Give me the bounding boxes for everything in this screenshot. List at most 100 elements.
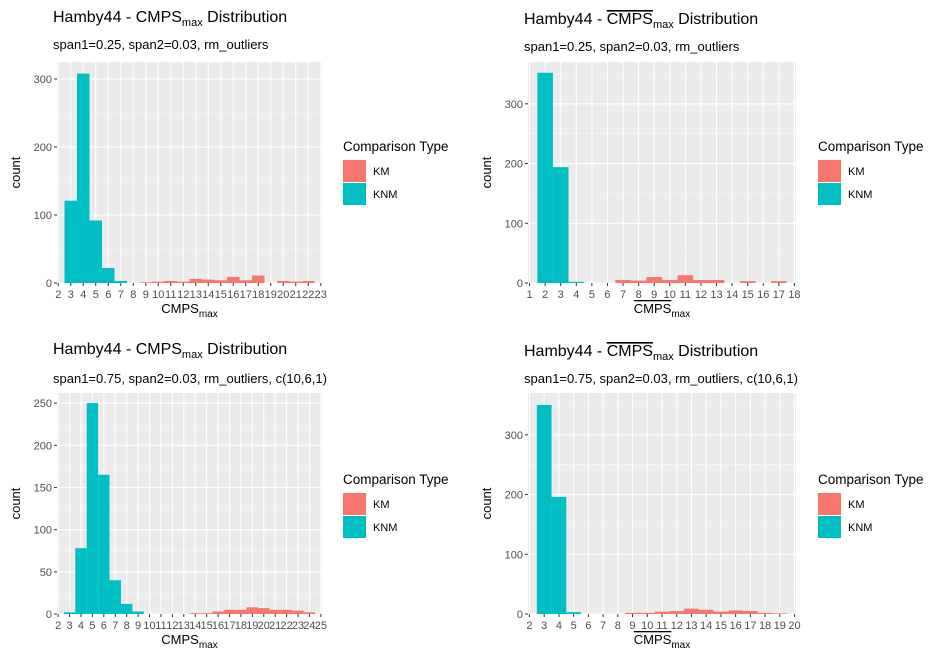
- chart-title: Hamby44 - CMPSmax Distribution: [53, 9, 287, 29]
- x-tick-label: 13: [685, 620, 697, 632]
- bar-km: [289, 281, 302, 283]
- legend-label-knm: KNM: [848, 522, 872, 534]
- x-tick-label: 15: [201, 620, 213, 632]
- bar-km: [189, 613, 201, 614]
- bar-knm: [109, 580, 121, 614]
- x-tick-label: 21: [269, 620, 281, 632]
- bar-km: [757, 612, 773, 614]
- x-tick-label: 8: [636, 289, 642, 301]
- bar-km: [625, 612, 640, 614]
- x-tick-label: 6: [585, 620, 591, 632]
- x-tick-label: 15: [715, 620, 727, 632]
- y-tick-label: 0: [517, 278, 523, 290]
- bar-knm: [86, 403, 99, 614]
- x-tick-label: 9: [629, 620, 635, 632]
- chart-subtitle: span1=0.25, span2=0.03, rm_outliers: [53, 37, 269, 52]
- x-tick-label: 10: [152, 289, 164, 301]
- y-tick-label: 150: [34, 482, 52, 494]
- chart-4: 0 100 200 300 2 3 4 5 6 7 8 9 10 11 12 13 14 15 16 17 18 19 20…: [479, 343, 924, 651]
- x-tick-label: 10: [664, 289, 676, 301]
- bar-km: [246, 607, 259, 614]
- x-tick-label: 16: [212, 620, 224, 632]
- x-tick-label: 12: [695, 289, 707, 301]
- legend-label-km: KM: [848, 166, 865, 178]
- bar-km: [693, 280, 709, 283]
- chart-title: Hamby44 - CMPSmax Distribution: [524, 11, 758, 31]
- x-tick-label: 16: [730, 620, 742, 632]
- legend-title: Comparison Type: [818, 472, 924, 487]
- y-tick-label: 200: [34, 142, 52, 154]
- bar-km: [152, 281, 165, 283]
- bar-knm: [132, 611, 144, 614]
- bar-km: [772, 613, 788, 614]
- x-tick-label: 11: [155, 620, 166, 632]
- bar-km: [189, 278, 202, 283]
- x-tick-label: 10: [641, 620, 653, 632]
- x-tick-label: 19: [246, 620, 258, 632]
- x-tick-label: 15: [215, 289, 227, 301]
- x-tick-label: 18: [252, 289, 264, 301]
- y-tick-label: 250: [34, 398, 52, 410]
- bar-km: [302, 280, 315, 283]
- bar-knm: [102, 268, 115, 283]
- legend: Comparison Type KM KNM: [818, 472, 924, 538]
- x-tick-label: 7: [112, 620, 118, 632]
- bar-km: [708, 280, 725, 283]
- legend-key-knm: [343, 183, 366, 205]
- bar-km: [698, 609, 714, 614]
- x-tick-label: 9: [143, 289, 149, 301]
- x-tick-label: 2: [55, 289, 61, 301]
- bar-km: [646, 277, 662, 283]
- x-tick-label: 12: [177, 289, 189, 301]
- x-tick-label: 13: [190, 289, 202, 301]
- bar-knm: [114, 280, 127, 283]
- legend-key-km: [343, 493, 366, 515]
- legend-key-km: [818, 493, 841, 515]
- y-tick-label: 200: [34, 440, 52, 452]
- bar-km: [252, 275, 265, 283]
- legend-title: Comparison Type: [343, 139, 449, 154]
- y-tick-label: 300: [505, 99, 523, 111]
- x-tick-label: 25: [315, 620, 327, 632]
- x-tick-label: 18: [235, 620, 247, 632]
- bar-km: [269, 609, 281, 614]
- bar-knm: [89, 220, 102, 283]
- chart-subtitle: span1=0.25, span2=0.03, rm_outliers: [524, 39, 740, 54]
- chart-subtitle: span1=0.75, span2=0.03, rm_outliers, c(1…: [524, 371, 798, 386]
- x-tick-label: 5: [589, 289, 595, 301]
- legend: Comparison Type KM KNM: [818, 139, 924, 205]
- legend-label-knm: KNM: [373, 522, 397, 534]
- x-tick-label: 6: [105, 289, 111, 301]
- x-tick-label: 24: [303, 620, 315, 632]
- x-tick-label: 5: [571, 620, 577, 632]
- bar-km: [669, 611, 685, 614]
- x-tick-label: 14: [700, 620, 712, 632]
- x-tick-label: 11: [165, 289, 176, 301]
- x-tick-label: 3: [541, 620, 547, 632]
- y-axis-label: count: [8, 487, 23, 519]
- legend-label-km: KM: [373, 166, 390, 178]
- y-axis-label: count: [8, 156, 23, 188]
- x-axis-label: CMPSmax: [634, 632, 690, 651]
- bar-km: [639, 612, 655, 614]
- x-tick-label: 17: [773, 289, 785, 301]
- bar-knm: [551, 496, 567, 614]
- bar-knm: [120, 603, 133, 614]
- x-tick-label: 19: [774, 620, 786, 632]
- x-tick-label: 20: [788, 620, 800, 632]
- x-tick-label: 18: [759, 620, 771, 632]
- x-tick-label: 9: [651, 289, 657, 301]
- x-tick-label: 5: [89, 620, 95, 632]
- y-tick-label: 0: [46, 278, 52, 290]
- bar-km: [202, 279, 215, 283]
- x-tick-label: 4: [78, 620, 84, 632]
- x-tick-label: 6: [604, 289, 610, 301]
- chart-title: Hamby44 - CMPSmax Distribution: [524, 343, 758, 363]
- x-tick-label: 20: [258, 620, 270, 632]
- legend: Comparison Type KM KNM: [343, 139, 449, 205]
- y-tick-label: 300: [34, 74, 52, 86]
- bar-km: [227, 276, 240, 283]
